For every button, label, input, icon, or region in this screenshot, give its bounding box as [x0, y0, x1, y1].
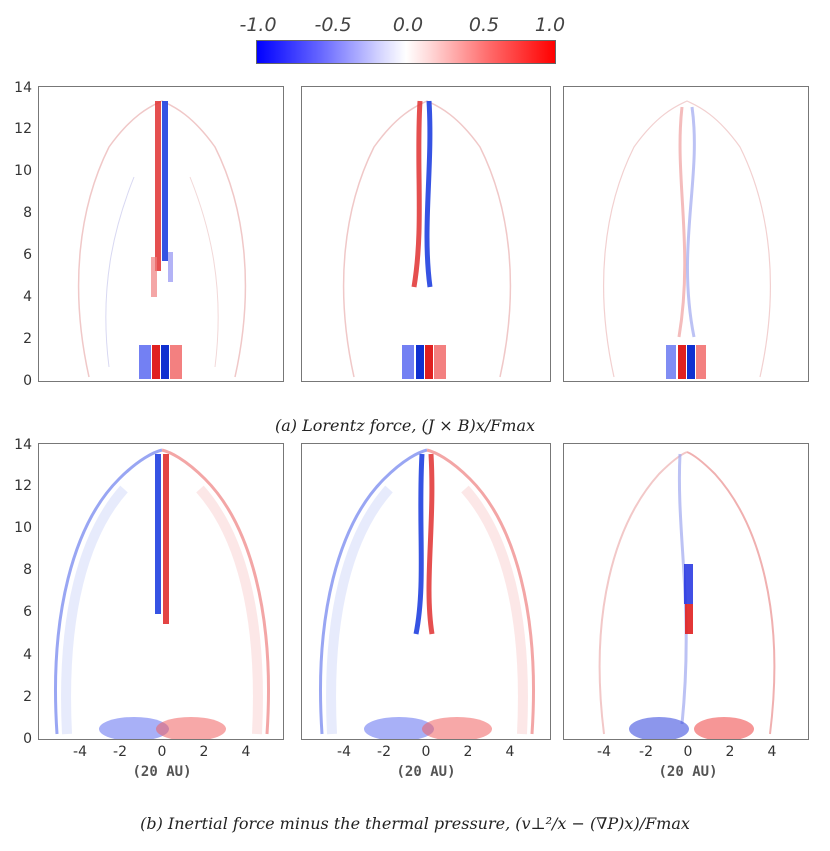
y-tick: 12	[14, 478, 32, 494]
y-tick: 14	[14, 80, 32, 96]
x-tick: 2	[463, 744, 473, 760]
colorbar-tick: 0.5	[468, 14, 500, 36]
y-tick: 6	[23, 247, 32, 263]
x-tick: 2	[725, 744, 735, 760]
x-tick: 0	[157, 744, 167, 760]
y-tick: 8	[23, 562, 32, 578]
x-tick: 0	[683, 744, 693, 760]
x-tick: 4	[505, 744, 515, 760]
y-tick: 12	[14, 121, 32, 137]
panel-b1	[38, 443, 284, 740]
x-tick: -2	[377, 744, 391, 760]
y-tick: 10	[14, 520, 32, 536]
x-tick: -2	[639, 744, 653, 760]
x-tick: 0	[421, 744, 431, 760]
x-tick: 4	[241, 744, 251, 760]
x-tick: -4	[337, 744, 351, 760]
caption-a: (a) Lorentz force, (J × B)x/Fmax	[274, 416, 536, 435]
x-tick: 2	[199, 744, 209, 760]
colorbar-tick: -1.0	[239, 14, 277, 36]
colorbar-tick: 1.0	[534, 14, 566, 36]
y-tick: 6	[23, 604, 32, 620]
colorbar-tick: -0.5	[314, 14, 352, 36]
x-axis-label: (20 AU)	[396, 764, 456, 780]
y-tick: 2	[23, 331, 32, 347]
y-tick: 0	[23, 373, 32, 389]
y-tick: 2	[23, 689, 32, 705]
panel-a3	[563, 86, 809, 382]
panel-b2	[301, 443, 551, 740]
y-tick: 4	[23, 647, 32, 663]
panel-a2	[301, 86, 551, 382]
y-tick: 0	[23, 731, 32, 747]
caption-b: (b) Inertial force minus the thermal pre…	[140, 814, 690, 833]
colorbar	[256, 40, 556, 64]
panel-a1	[38, 86, 284, 382]
y-tick: 14	[14, 437, 32, 453]
panel-b3	[563, 443, 809, 740]
y-tick: 8	[23, 205, 32, 221]
y-tick: 4	[23, 289, 32, 305]
x-axis-label: (20 AU)	[658, 764, 718, 780]
x-tick: -2	[113, 744, 127, 760]
y-tick: 10	[14, 163, 32, 179]
x-tick: -4	[73, 744, 87, 760]
colorbar-tick: 0.0	[392, 14, 424, 36]
x-tick: -4	[597, 744, 611, 760]
x-axis-label: (20 AU)	[132, 764, 192, 780]
x-tick: 4	[767, 744, 777, 760]
